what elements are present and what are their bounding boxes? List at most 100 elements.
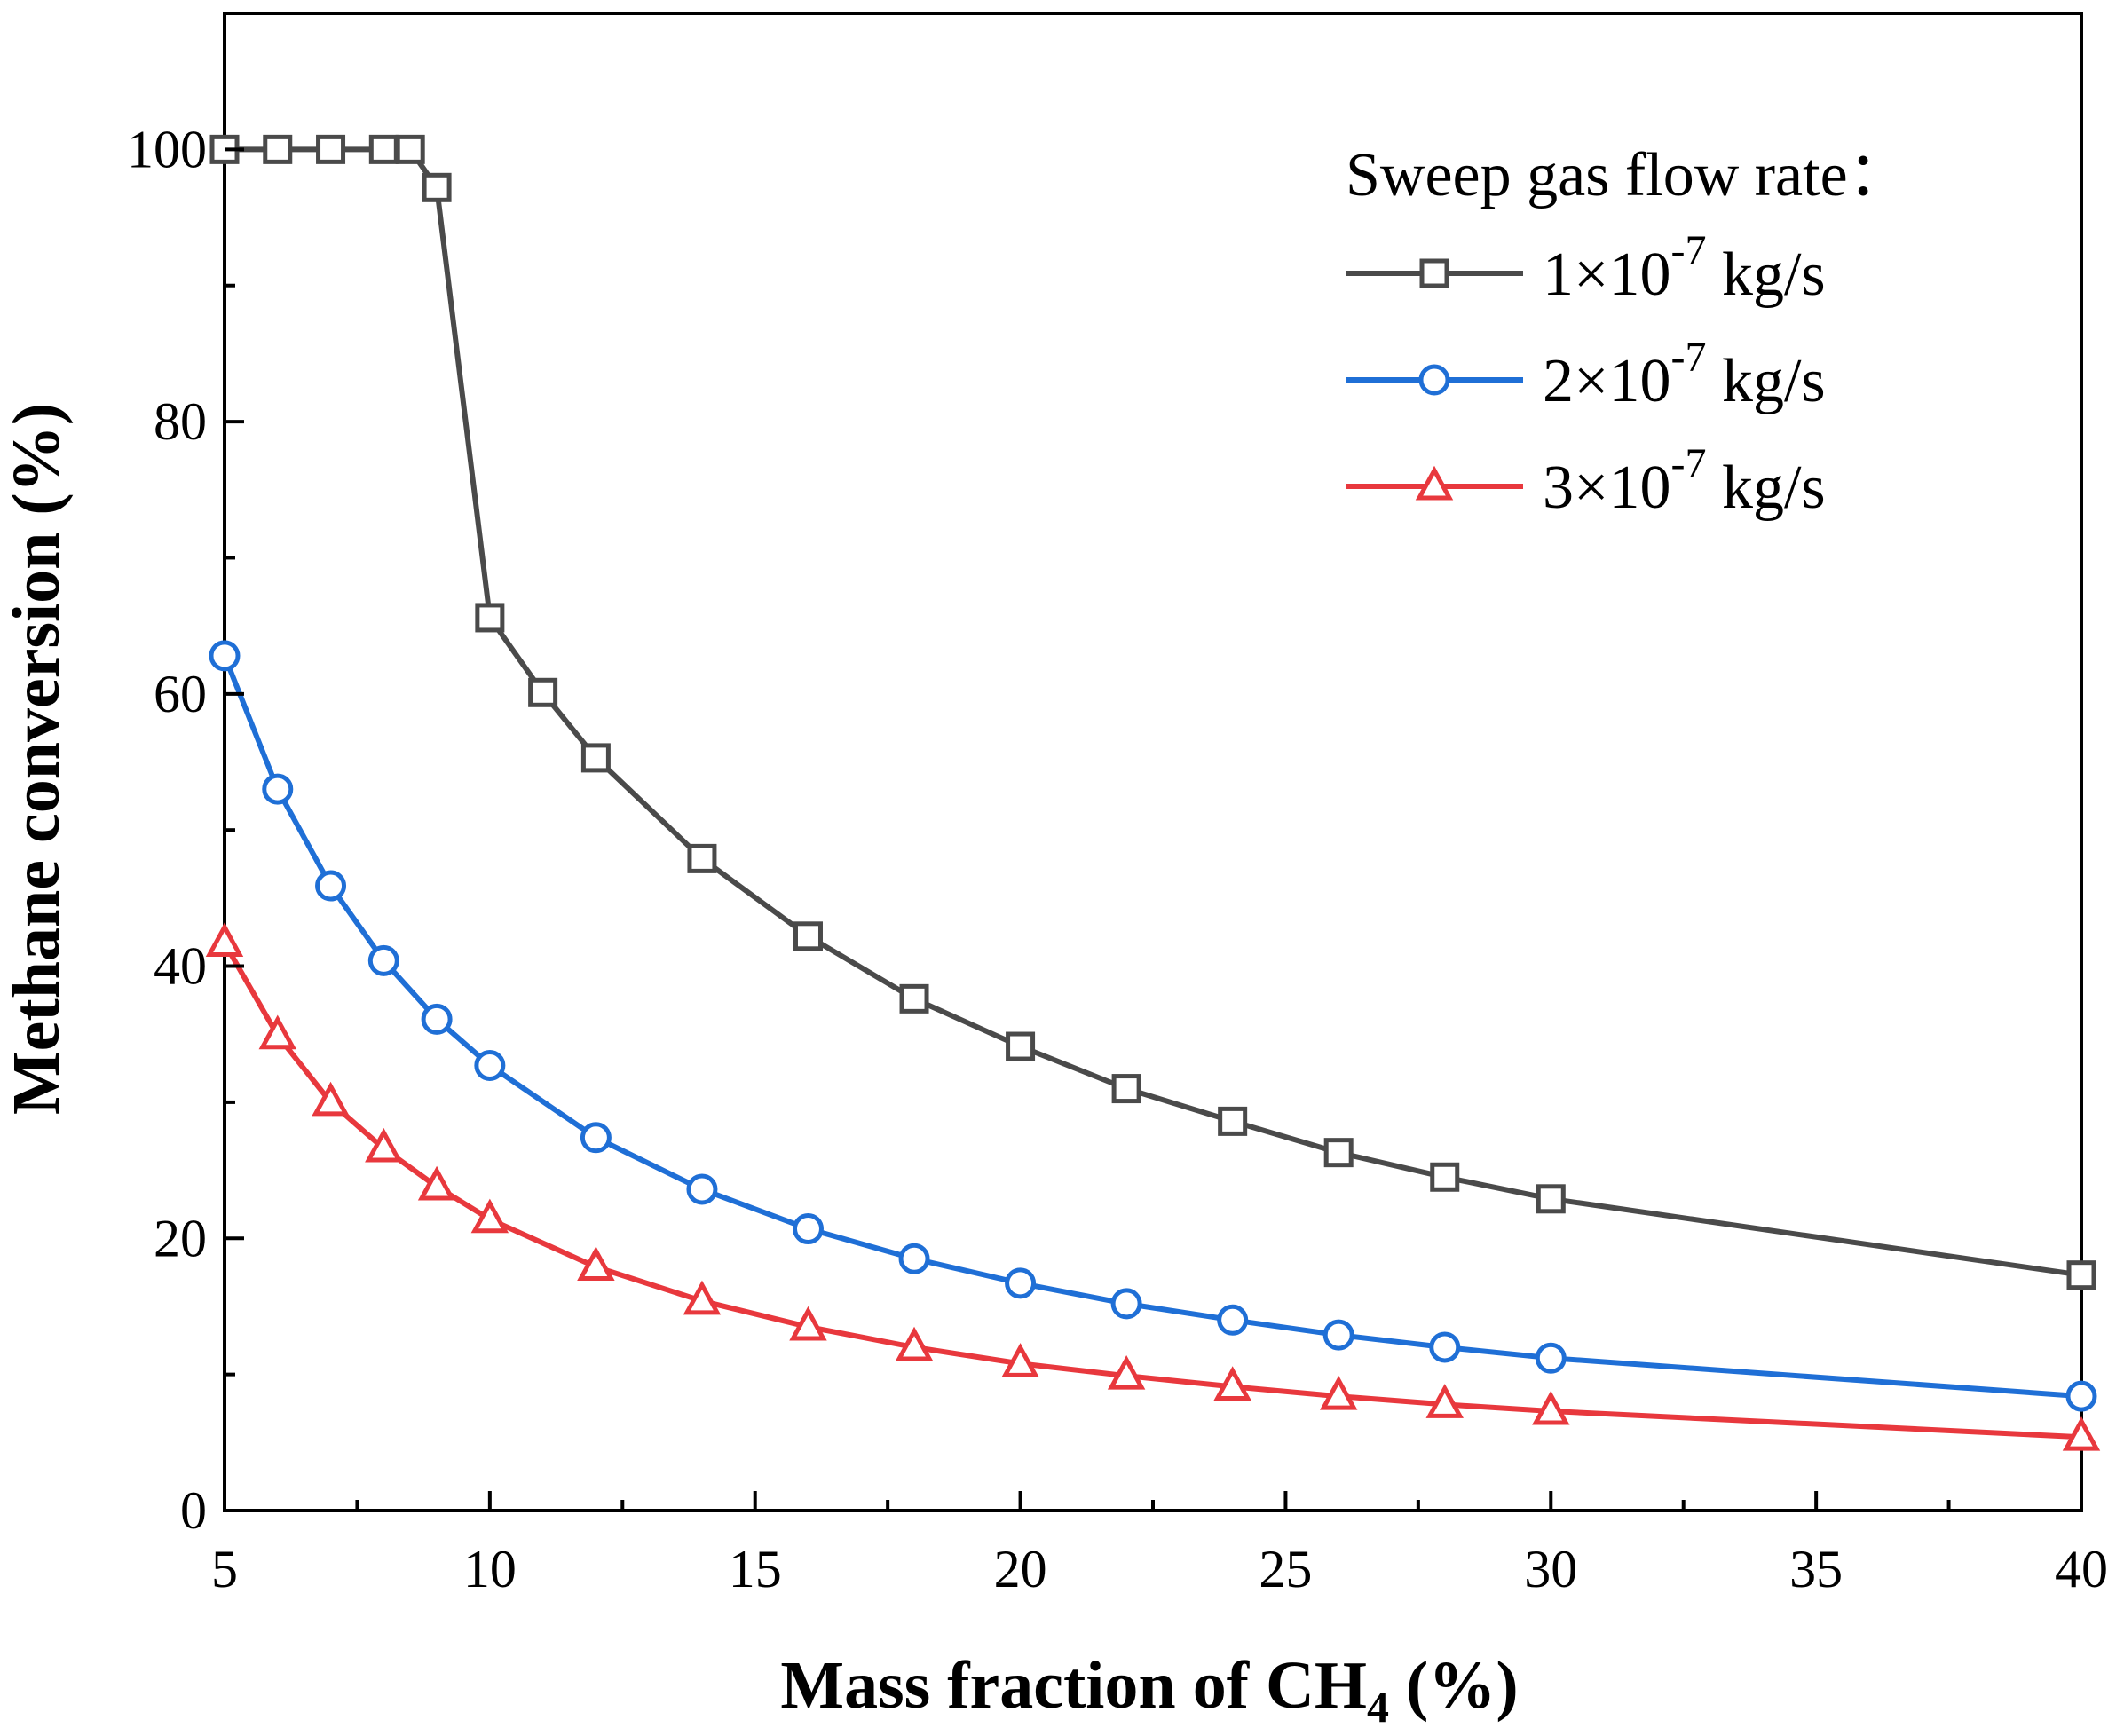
x-tick-label: 20 xyxy=(994,1540,1047,1598)
legend-label-exponent: -7 xyxy=(1670,440,1706,487)
data-point xyxy=(1107,1354,1146,1390)
series-line xyxy=(222,942,2082,1440)
x-tick-label: 35 xyxy=(1789,1540,1843,1598)
legend-label-base: 1×10 xyxy=(1543,241,1670,309)
y-tick-label: 20 xyxy=(154,1209,207,1267)
x-tick-label: 5 xyxy=(211,1540,238,1598)
x-axis-title-subscript: 4 xyxy=(1367,1682,1389,1732)
series-line xyxy=(222,654,2082,1400)
data-point xyxy=(580,1122,612,1154)
series-line xyxy=(225,146,2082,1278)
data-point xyxy=(1429,1331,1461,1363)
legend-label-unit: kg/s xyxy=(1706,347,1825,415)
data-point xyxy=(789,1306,827,1341)
data-point xyxy=(470,1198,509,1234)
data-point xyxy=(365,1127,403,1163)
data-point xyxy=(368,134,399,164)
series-3 xyxy=(205,922,2101,1451)
data-point xyxy=(1430,1162,1460,1192)
x-tick-label: 40 xyxy=(2055,1540,2108,1598)
legend-label-unit: kg/s xyxy=(1706,241,1825,309)
legend-entry-1: 1×10-7 kg/s xyxy=(1346,227,1826,309)
data-point xyxy=(262,773,294,805)
y-tick-label: 60 xyxy=(154,665,207,723)
data-point xyxy=(417,1165,456,1201)
data-point xyxy=(1532,1390,1570,1425)
data-point xyxy=(2065,1380,2097,1412)
legend-label: 3×10-7 kg/s xyxy=(1543,440,1826,522)
legend-entry-3: 3×10-7 kg/s xyxy=(1346,440,1826,522)
legend-label: 2×10-7 kg/s xyxy=(1543,334,1826,415)
y-tick-label: 80 xyxy=(154,392,207,451)
data-point xyxy=(395,134,425,164)
data-point xyxy=(1535,1342,1567,1374)
legend: Sweep gas flow rate： 1×10-7 kg/s2×10-7 k… xyxy=(1346,141,1910,522)
data-point xyxy=(577,1246,615,1281)
legend-label-base: 2×10 xyxy=(1543,347,1670,415)
series-1 xyxy=(209,134,2096,1290)
data-point xyxy=(1006,1031,1036,1061)
data-point xyxy=(1322,1319,1354,1351)
legend-label-exponent: -7 xyxy=(1670,334,1706,381)
legend-label-unit: kg/s xyxy=(1706,454,1825,522)
y-tick-label: 100 xyxy=(127,120,207,178)
data-point xyxy=(1001,1343,1039,1377)
data-point xyxy=(898,1243,930,1274)
data-point xyxy=(421,1003,453,1035)
data-point xyxy=(895,1326,934,1361)
data-point xyxy=(2062,1416,2101,1451)
data-point xyxy=(1213,1366,1251,1401)
data-point xyxy=(1111,1074,1141,1104)
data-point xyxy=(1218,1106,1248,1136)
y-tick-label: 40 xyxy=(154,937,207,996)
data-point xyxy=(683,1280,722,1315)
x-axis-title-main: Mass fraction of CH xyxy=(780,1648,1367,1723)
data-point xyxy=(205,922,244,957)
data-point xyxy=(1425,1384,1464,1418)
data-point xyxy=(1217,1304,1249,1336)
data-point xyxy=(1536,1184,1566,1214)
data-point xyxy=(367,944,399,976)
x-tick-label: 25 xyxy=(1259,1540,1312,1598)
data-point xyxy=(1323,1138,1354,1168)
series-layer xyxy=(205,134,2101,1451)
data-point xyxy=(474,1050,506,1082)
series-2 xyxy=(209,640,2097,1412)
x-axis-title: Mass fraction of CH4 (%) xyxy=(780,1648,1518,1732)
data-point xyxy=(1110,1288,1142,1320)
data-point xyxy=(263,134,293,164)
data-point xyxy=(528,677,558,707)
data-point xyxy=(687,843,717,873)
data-point xyxy=(258,1014,296,1050)
x-axis-title-tail: (%) xyxy=(1389,1648,1519,1723)
x-tick-label: 15 xyxy=(729,1540,782,1598)
y-axis-title: Methane conversion (%) xyxy=(0,403,74,1115)
legend-label-exponent: -7 xyxy=(1670,227,1706,274)
data-point xyxy=(792,1213,824,1245)
ticks-layer: 5 10 15 20 25 30 35 40 0 20 40 60 80 100 xyxy=(127,120,2108,1598)
legend-marker xyxy=(1419,258,1449,288)
legend-marker xyxy=(1418,364,1450,396)
plot-frame xyxy=(223,12,2083,1512)
legend-label-base: 3×10 xyxy=(1543,454,1670,522)
data-point xyxy=(793,921,823,951)
plot-border xyxy=(223,12,2083,1512)
data-point xyxy=(316,134,346,164)
x-tick-label: 30 xyxy=(1524,1540,1577,1598)
data-point xyxy=(475,603,505,633)
data-point xyxy=(315,870,347,902)
legend-entry-2: 2×10-7 kg/s xyxy=(1346,334,1826,415)
data-point xyxy=(580,743,611,773)
legend-label: 1×10-7 kg/s xyxy=(1543,227,1826,309)
data-point xyxy=(422,172,452,202)
y-tick-label: 0 xyxy=(180,1481,207,1540)
legend-marker xyxy=(1415,465,1454,501)
legend-title: Sweep gas flow rate： xyxy=(1346,141,1910,209)
data-point xyxy=(1005,1267,1037,1299)
data-point xyxy=(686,1173,718,1205)
data-point xyxy=(209,640,241,672)
data-point xyxy=(1319,1375,1358,1410)
data-point xyxy=(312,1081,350,1117)
x-tick-label: 10 xyxy=(463,1540,517,1598)
